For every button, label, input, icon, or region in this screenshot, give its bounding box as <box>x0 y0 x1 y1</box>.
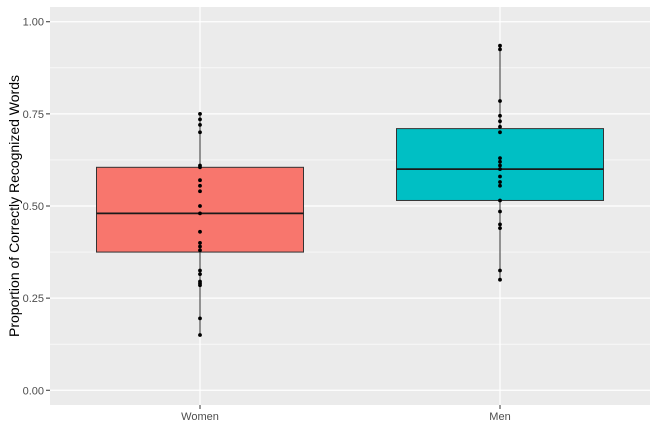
y-tick-label: 0.75 <box>23 109 44 121</box>
data-point <box>498 99 502 103</box>
data-point <box>498 47 502 52</box>
x-axis: Women Men <box>181 405 511 423</box>
data-point <box>198 211 202 216</box>
data-point <box>198 123 202 127</box>
y-tick-label: 0.50 <box>23 201 44 213</box>
data-point <box>498 167 502 172</box>
data-point <box>498 183 502 188</box>
data-point <box>198 117 202 122</box>
data-point <box>198 165 202 170</box>
data-point <box>498 222 502 227</box>
data-point <box>198 333 202 337</box>
data-point <box>498 43 502 48</box>
box-group-men <box>396 43 604 282</box>
data-point <box>498 226 502 231</box>
box-marks <box>96 43 604 337</box>
data-point <box>498 277 502 282</box>
data-point <box>198 248 202 253</box>
data-point <box>498 174 502 179</box>
data-point <box>498 198 502 203</box>
y-tick-label: 0.25 <box>23 293 44 305</box>
data-point <box>498 113 502 118</box>
box-group-women <box>96 111 304 337</box>
x-tick-label: Men <box>489 411 510 423</box>
data-point <box>198 183 202 188</box>
data-point <box>498 124 502 129</box>
data-point <box>198 272 202 277</box>
data-point <box>198 229 202 234</box>
data-point <box>498 130 502 135</box>
data-point <box>198 244 202 249</box>
x-tick-label: Women <box>181 411 219 423</box>
data-point <box>198 178 202 183</box>
data-point <box>198 130 202 135</box>
data-point <box>198 240 202 245</box>
data-point <box>198 268 202 273</box>
y-axis-title: Proportion of Correctly Recognized Words <box>6 75 22 337</box>
data-point <box>498 119 502 124</box>
data-point <box>198 111 202 116</box>
y-tick-label: 0.00 <box>23 385 44 397</box>
y-axis: 0.00 0.25 0.50 0.75 1.00 <box>23 17 50 397</box>
data-point <box>498 159 502 164</box>
data-point <box>198 316 202 321</box>
y-tick-label: 1.00 <box>23 17 44 29</box>
data-point <box>198 204 202 208</box>
data-point <box>498 268 502 273</box>
data-point <box>498 156 502 160</box>
data-point <box>198 283 202 288</box>
data-point <box>498 180 502 184</box>
data-point <box>498 163 502 168</box>
data-point <box>498 209 502 214</box>
data-point <box>198 189 202 194</box>
